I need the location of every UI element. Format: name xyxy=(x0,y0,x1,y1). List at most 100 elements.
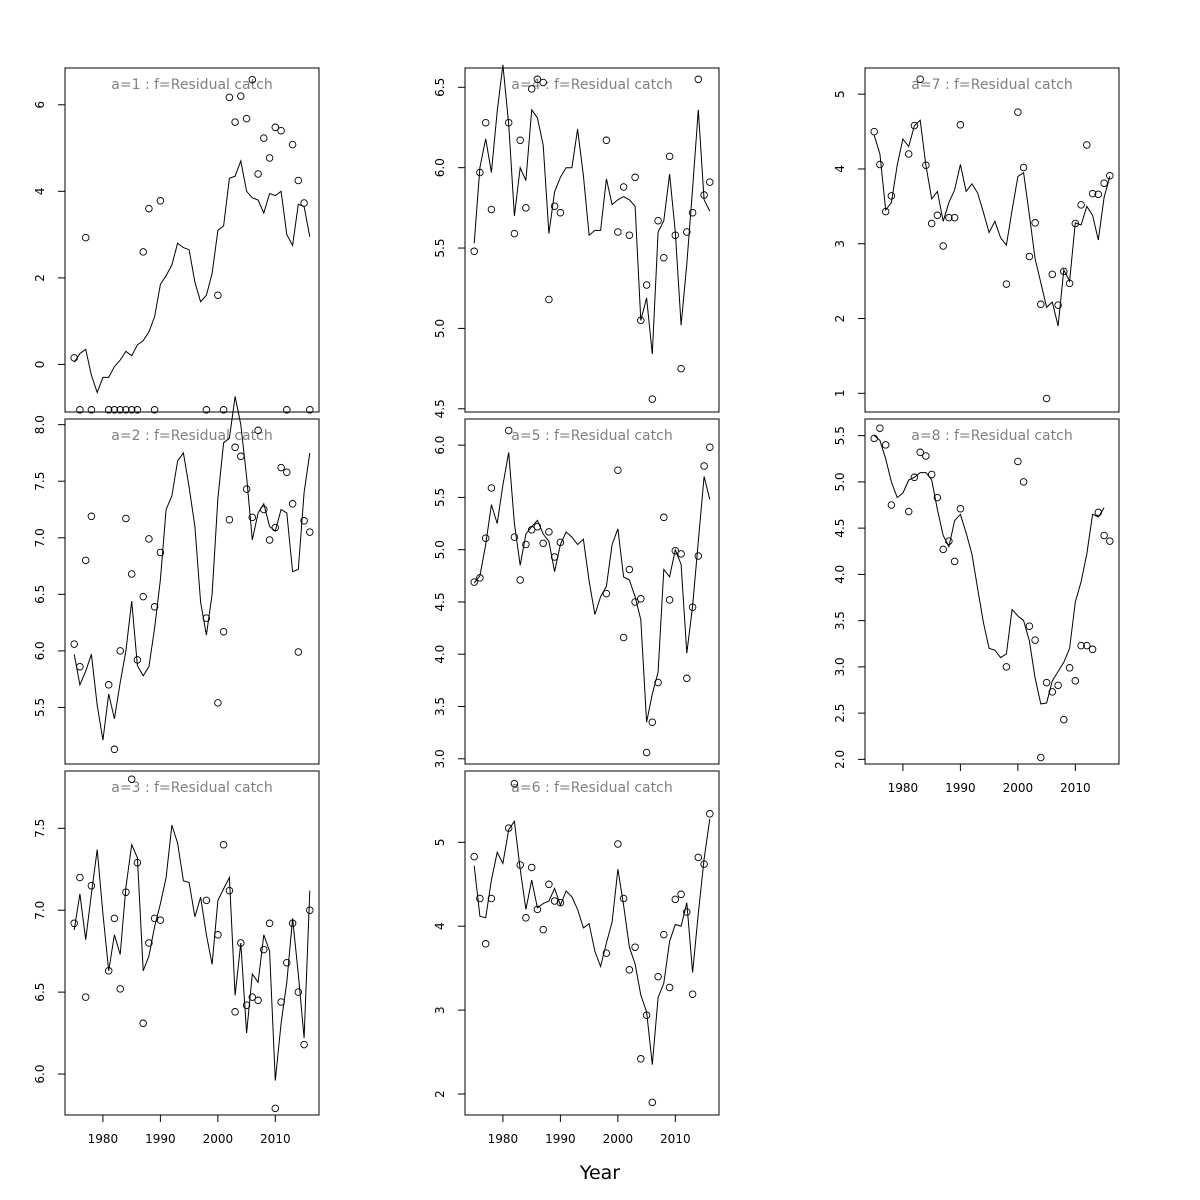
observed-point xyxy=(545,880,553,889)
observed-point xyxy=(539,539,547,548)
fitted-series-line xyxy=(473,452,711,723)
observed-point xyxy=(614,466,622,474)
observed-point xyxy=(487,205,496,214)
panel-title: a=1 : f=Residual catch xyxy=(111,77,272,93)
observed-point xyxy=(516,576,524,584)
observed-point xyxy=(654,216,662,225)
observed-point xyxy=(671,546,680,555)
observed-point xyxy=(242,114,251,123)
observed-point xyxy=(706,443,714,451)
observed-point xyxy=(487,484,496,492)
x-axis-title: Year xyxy=(579,1162,620,1184)
observed-point xyxy=(522,204,530,212)
observed-point xyxy=(231,443,239,452)
observed-point xyxy=(927,470,936,479)
y-tick-label: 5.5 xyxy=(433,238,447,257)
observed-point xyxy=(139,248,147,256)
observed-point xyxy=(70,640,78,648)
observed-point xyxy=(545,295,553,304)
observed-point xyxy=(122,888,130,896)
observed-point xyxy=(550,202,559,210)
observed-point xyxy=(1025,252,1034,261)
fitted-series-line xyxy=(473,64,711,355)
observed-point xyxy=(300,517,308,525)
panel-a8: a=8 : f=Residual catch 2.0 2.5 3.0 3.5 4.0 4.5… xyxy=(833,418,1120,795)
observed-point xyxy=(127,775,136,783)
observed-point xyxy=(700,191,708,199)
x-tick-label: 2000 xyxy=(203,1132,234,1146)
observed-point xyxy=(637,316,645,325)
observed-point xyxy=(476,168,484,177)
observed-point xyxy=(1014,457,1022,466)
observed-point xyxy=(156,916,165,924)
observed-point xyxy=(956,121,965,129)
observed-point xyxy=(288,919,297,928)
observed-point xyxy=(81,993,90,1001)
observed-point xyxy=(625,565,634,574)
y-tick-label: 2.0 xyxy=(833,750,847,769)
y-tick-label: 4.5 xyxy=(833,519,847,538)
observed-point xyxy=(271,523,280,532)
observed-point xyxy=(127,406,136,414)
observed-point xyxy=(545,528,553,536)
observed-point xyxy=(933,493,942,502)
plot-frame xyxy=(64,67,320,413)
observed-point xyxy=(614,228,622,236)
observed-point xyxy=(145,939,153,947)
observed-point xyxy=(133,656,142,664)
observed-point xyxy=(876,160,884,169)
panel-title: a=4 : f=Residual catch xyxy=(511,77,672,93)
y-tick-label: 6.0 xyxy=(433,158,447,177)
observed-point xyxy=(288,500,297,508)
observed-point xyxy=(677,550,685,558)
observed-point xyxy=(254,426,262,435)
observed-point xyxy=(237,452,245,461)
plot-frame xyxy=(464,418,720,765)
observed-point xyxy=(637,595,645,603)
observed-point xyxy=(116,985,124,993)
observed-point xyxy=(1100,179,1108,187)
observed-point xyxy=(254,170,262,178)
panel-title: a=7 : f=Residual catch xyxy=(911,77,1072,93)
x-tick-label: 1980 xyxy=(88,1132,119,1146)
observed-point xyxy=(683,228,691,236)
observed-point xyxy=(476,574,484,582)
observed-point xyxy=(225,886,234,895)
observed-point xyxy=(910,121,919,130)
y-tick-label: 4.0 xyxy=(433,645,447,664)
y-tick-label: 5.0 xyxy=(833,472,847,491)
observed-point xyxy=(625,966,634,974)
panel-a1: a=1 : f=Residual catch 0 2 4 6 xyxy=(33,67,320,414)
observed-point xyxy=(214,291,222,299)
observed-point xyxy=(1019,478,1028,486)
observed-point xyxy=(648,395,657,403)
panel-a7: a=7 : f=Residual catch 1 2 3 4 5 xyxy=(833,67,1120,413)
observed-point xyxy=(487,894,496,903)
observed-point xyxy=(265,919,274,928)
observed-point xyxy=(306,406,314,414)
observed-point xyxy=(225,93,234,102)
panel-a5: a=5 : f=Residual catch 3.0 3.5 4.0 4.5 5.0 5.5… xyxy=(433,418,720,768)
observed-point xyxy=(150,603,159,611)
observed-point xyxy=(677,364,685,373)
y-tick-label: 6.0 xyxy=(33,1065,47,1084)
y-tick-label: 8.0 xyxy=(33,415,47,434)
observed-point xyxy=(294,176,303,185)
y-tick-label: 6 xyxy=(33,101,47,109)
observed-point xyxy=(81,233,90,242)
observed-point xyxy=(265,154,274,162)
observed-point xyxy=(922,161,930,169)
observed-point xyxy=(688,603,697,611)
observed-point xyxy=(1025,622,1034,630)
observed-point xyxy=(504,824,513,832)
observed-point xyxy=(139,592,147,601)
observed-point xyxy=(1088,645,1097,654)
observed-point xyxy=(631,173,639,182)
fitted-series-line xyxy=(873,435,1105,705)
observed-point xyxy=(510,779,519,788)
observed-point xyxy=(277,463,285,472)
y-tick-label: 2 xyxy=(33,274,47,282)
observed-point xyxy=(231,1008,239,1016)
observed-point xyxy=(619,894,628,903)
